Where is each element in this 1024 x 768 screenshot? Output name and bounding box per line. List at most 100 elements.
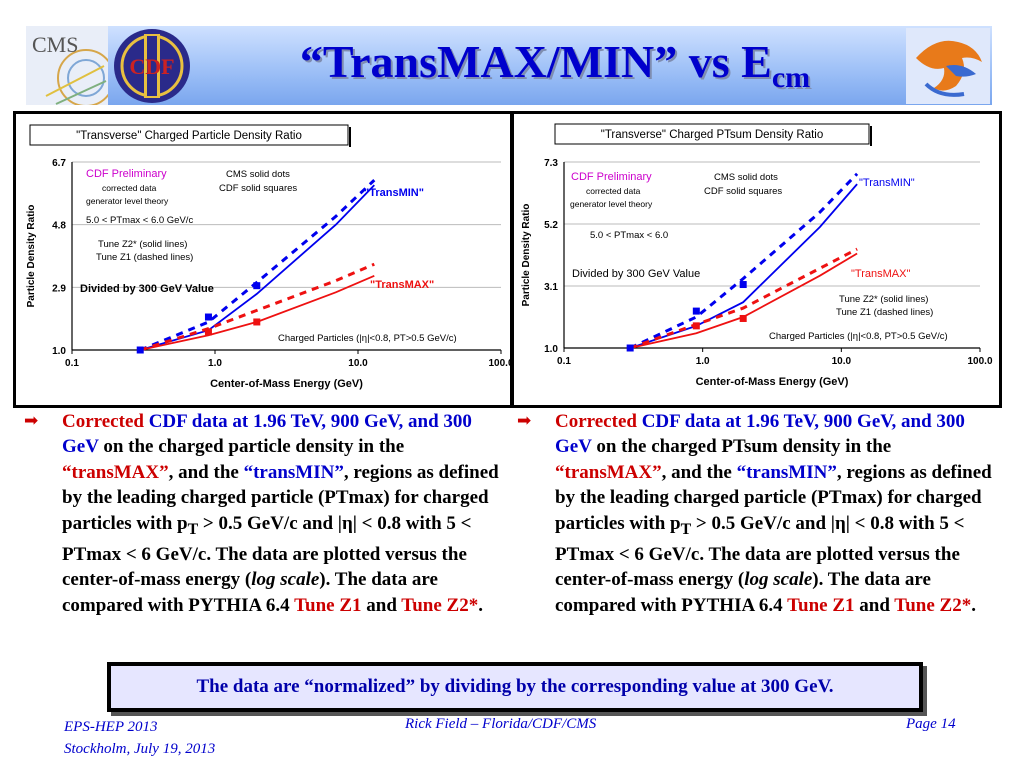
y-tick-label: 2.9 [52,283,66,294]
chart-ptsum-density-svg: 1.03.15.27.30.1 1.0 10.0 100.0Center-of-Mas… [521,123,993,388]
x-axis-label: Center-of-Mass Energy (GeV) [210,378,363,390]
bullet-text: ). The data are compared with PYTHIA 6.4 [555,569,931,616]
data-point [253,282,261,290]
tune-z1-term: Tune Z1 [787,594,855,616]
series-dashed-line [629,172,859,350]
y-tick-label: 7.3 [544,158,558,169]
normalization-note-text: The data are “normalized” by dividing by… [196,676,834,697]
arrow-bullet-icon: ➡ [517,411,532,431]
data-point [692,322,700,330]
chart-annotation: "TransMIN" [364,187,424,199]
y-tick-label: 5.2 [544,220,558,231]
slide-title-main: “TransMAX/MIN” vs E [299,36,772,87]
y-tick-label: 1.0 [544,344,558,355]
florida-logo [906,28,990,104]
x-axis-label: Center-of-Mass Energy (GeV) [696,376,849,388]
chart-annotation: 5.0 < PTmax < 6.0 [590,230,668,241]
x-tick-label: 100.0 [488,358,510,369]
footer-conference: EPS-HEP 2013 Stockholm, July 19, 2013 [64,716,215,760]
normalization-note: The data are “normalized” by dividing by… [107,662,923,712]
cms-logo-text: CMS [32,32,78,57]
chart-annotation: CDF solid squares [704,186,782,197]
chart-annotation: "TransMAX" [370,279,434,291]
chart-title-box [29,124,349,146]
bullet-text: . [971,594,976,616]
slide-title-subscript: cm [771,61,811,95]
chart-annotation: 5.0 < PTmax < 6.0 GeV/c [86,215,193,226]
series-dashed-line [629,247,858,350]
chart-annotation: Tune Z2* (solid lines) [839,294,928,305]
bullet-text: ). The data are compared with PYTHIA 6.4 [62,569,438,616]
tune-z2-term: Tune Z2* [894,594,972,616]
chart-annotation: CDF Preliminary [86,168,167,180]
log-scale-term: log scale [744,569,813,591]
data-point [253,318,261,326]
pt-subscript: T [187,520,199,538]
bullet-text: and [361,594,402,616]
y-tick-label: 1.0 [52,346,66,357]
pt-subscript: T [680,520,692,538]
chart-annotation: Divided by 300 GeV Value [80,283,214,295]
slide-title: “TransMAX/MIN” vs Ecm [215,35,895,95]
chart-annotation: corrected data [586,186,641,196]
chart-title: "Transverse" Charged Particle Density Ra… [76,130,302,142]
y-axis-label: Particle Density Ratio [521,204,532,307]
chart-annotation: CMS solid dots [226,169,290,180]
x-tick-label: 0.1 [65,358,79,369]
cdf-logo-text: CDF [129,54,174,79]
chart-annotation: Tune Z2* (solid lines) [98,239,187,250]
x-tick-label: 100.0 [967,356,992,367]
transmax-term: “transMAX” [62,461,169,483]
footer-conference-name: EPS-HEP 2013 [64,719,158,735]
footer-page-number: Page 14 [906,716,956,732]
transmax-term: “transMAX” [555,461,662,483]
footer-author: Rick Field – Florida/CDF/CMS [405,716,597,732]
chart-title: "Transverse" Charged PTsum Density Ratio [601,129,824,141]
footer-conference-date: Stockholm, July 19, 2013 [64,741,216,757]
bullet-text: on the charged PTsum density in the [591,436,892,458]
bullet-text: , and the [168,461,244,483]
y-tick-label: 6.7 [52,158,66,169]
chart-annotation: "TransMAX" [851,268,910,280]
cms-logo: CMS [26,26,115,107]
bullet-text: > 0.5 GeV/c and |η| < 0.8 with 5 < PTmax… [555,512,965,591]
bullet-text: , and the [661,461,737,483]
x-tick-label: 1.0 [208,358,222,369]
bullet-text: and [854,594,895,616]
tune-z1-term: Tune Z1 [294,594,362,616]
corrected-word: Corrected [62,411,144,432]
cdf-logo: CDF [110,26,194,105]
data-point [739,314,747,322]
y-axis-label: Particle Density Ratio [26,205,37,308]
chart-annotation: Charged Particles (|η|<0.8, PT>0.5 GeV/c… [769,331,948,342]
data-point [692,307,700,315]
chart-annotation: generator level theory [570,199,653,209]
chart-annotation: Charged Particles (|η|<0.8, PT>0.5 GeV/c… [278,333,457,344]
chart-annotation: CMS solid dots [714,172,778,183]
data-intro: CDF data at 1.96 TeV, 900 GeV, and 300 G… [555,411,965,458]
x-tick-label: 10.0 [832,356,852,367]
x-tick-label: 1.0 [696,356,710,367]
bullet-right: Corrected CDF data at 1.96 TeV, 900 GeV,… [555,409,995,618]
chart-annotation: corrected data [102,183,157,193]
chart-annotation: Tune Z1 (dashed lines) [96,252,193,263]
chart-annotation: CDF Preliminary [571,171,652,183]
series-solid-line [629,183,858,349]
bullet-text: on the charged particle density in the [98,436,405,458]
bullet-text: , regions as defined by the leading char… [555,461,992,534]
corrected-word: Corrected [555,411,637,432]
arrow-bullet-icon: ➡ [24,411,39,431]
tune-z2-term: Tune Z2* [401,594,479,616]
x-tick-label: 10.0 [348,358,368,369]
bullet-text: > 0.5 GeV/c and |η| < 0.8 with 5 < PTmax… [62,512,472,591]
bullet-text: . [478,594,483,616]
data-intro: CDF data at 1.96 TeV, 900 GeV, and 300 G… [62,411,472,458]
chart-annotation: generator level theory [86,196,169,206]
bullet-left: Corrected CDF data at 1.96 TeV, 900 GeV,… [62,409,506,618]
data-point [739,281,747,289]
chart-title-box [554,123,870,145]
y-tick-label: 3.1 [544,282,558,293]
chart-ptsum-density: 1.0 3.1 5.2 7.3 0.1 1.0 10.0 100.0 Center-of-Mas… [511,111,1002,408]
y-tick-label: 4.8 [52,221,66,232]
chart-annotation: CDF solid squares [219,183,297,194]
